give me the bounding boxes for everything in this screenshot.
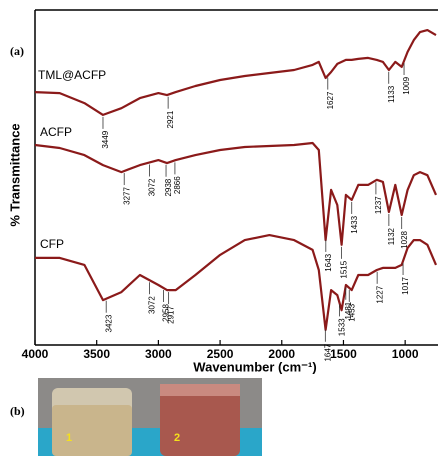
x-tick-label: 2500 — [207, 347, 234, 361]
peak-label: 2917 — [167, 306, 176, 324]
photo: (b) 1 2 — [10, 378, 262, 456]
peak-label: 2938 — [164, 178, 173, 196]
sample-label: 2 — [174, 432, 180, 444]
peak-label: 1132 — [387, 227, 396, 245]
peak-label: 2866 — [173, 176, 182, 194]
peak-label: 1453 — [347, 303, 356, 321]
peak-label: 1647 — [323, 343, 332, 361]
liquid — [52, 405, 132, 456]
series-label: CFP — [40, 237, 64, 251]
peak-label: 3072 — [148, 296, 157, 314]
x-tick-label: 2000 — [268, 347, 295, 361]
peak-label: 1533 — [337, 318, 346, 336]
peak-label: 3449 — [101, 130, 110, 148]
peak-label: 3072 — [148, 178, 157, 196]
peak-label: 3423 — [104, 314, 113, 332]
peak-label: 1017 — [401, 276, 410, 294]
series-label: ACFP — [40, 125, 72, 139]
series-label: TML@ACFP — [38, 68, 106, 82]
peak-label: 1515 — [340, 260, 349, 278]
y-axis-label: % Transmittance — [7, 123, 22, 226]
peak-label: 1227 — [375, 285, 384, 303]
sample-label: 1 — [66, 432, 72, 444]
x-tick-label: 1500 — [330, 347, 357, 361]
panel-label: (a) — [10, 44, 24, 58]
peak-label: 1009 — [402, 76, 411, 94]
peak-label: 1237 — [374, 196, 383, 214]
peak-label: 1028 — [400, 230, 409, 248]
peak-label: 1133 — [387, 85, 396, 103]
x-tick-label: 4000 — [22, 347, 49, 361]
x-tick-label: 1000 — [392, 347, 419, 361]
x-axis-label: Wavenumber (cm⁻¹) — [193, 359, 316, 374]
jar-neck — [160, 384, 240, 396]
x-tick-label: 3500 — [83, 347, 110, 361]
peak-label: 1627 — [326, 91, 335, 109]
peak-label: 2921 — [166, 110, 175, 128]
peak-label: 1643 — [324, 253, 333, 271]
peak-label: 3277 — [122, 187, 131, 205]
spectrum-line — [35, 235, 436, 330]
panel-label: (b) — [10, 404, 25, 418]
x-tick-label: 3000 — [145, 347, 172, 361]
figure: (a) % Transmittance Wavenumber (cm⁻¹) (b… — [0, 0, 438, 465]
peak-label: 1433 — [350, 215, 359, 233]
